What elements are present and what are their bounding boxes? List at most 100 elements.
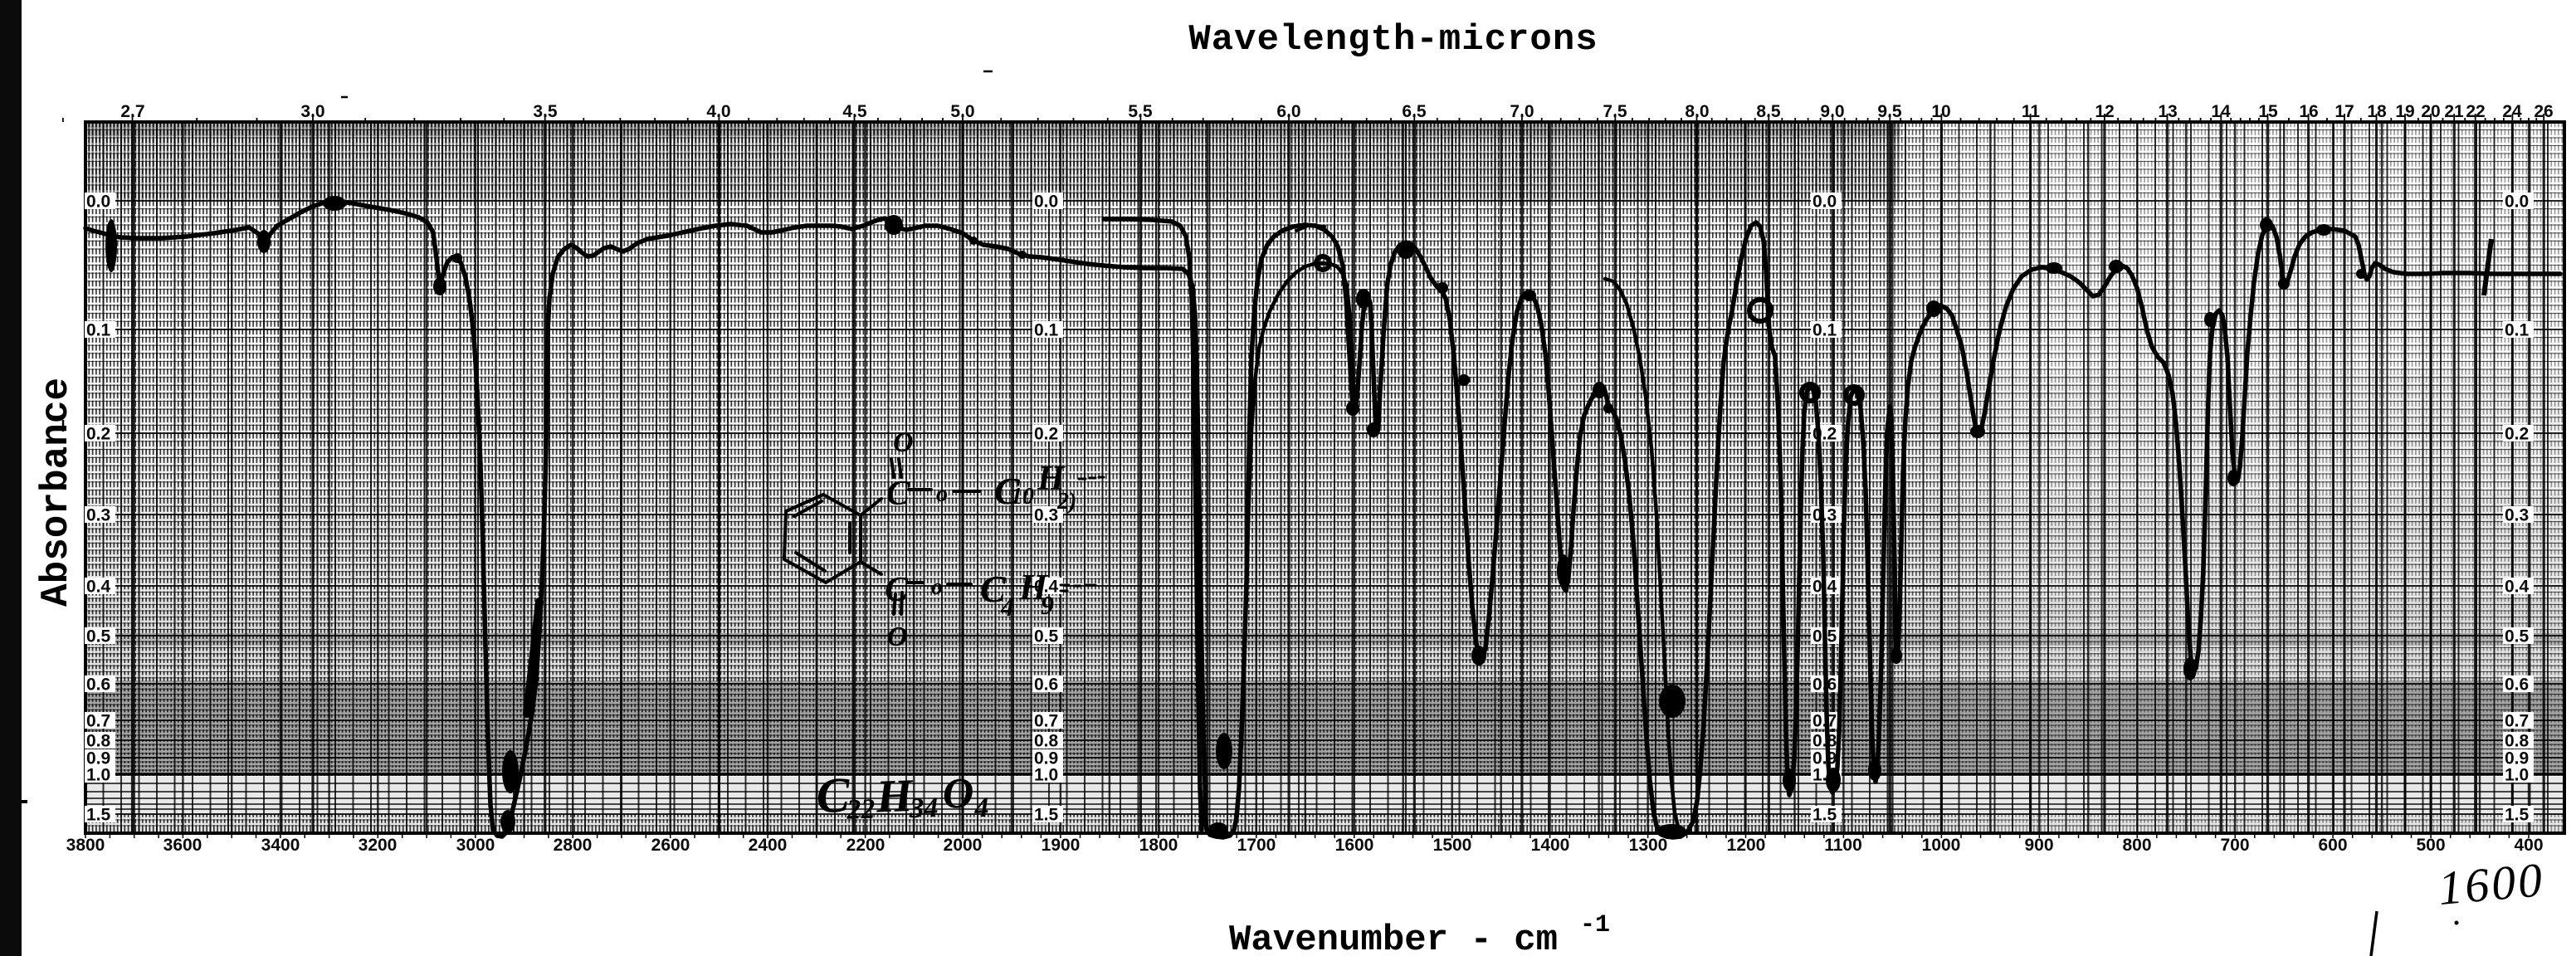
svg-text:4: 4 — [973, 793, 989, 824]
svg-text:2600: 2600 — [651, 836, 690, 855]
svg-text:600: 600 — [2318, 836, 2347, 855]
svg-text:20: 20 — [2421, 102, 2440, 121]
svg-text:19: 19 — [2395, 102, 2414, 121]
svg-text:O: O — [942, 769, 975, 817]
svg-text:o: o — [931, 574, 943, 600]
svg-text:10: 10 — [1011, 484, 1034, 510]
svg-text:3.0: 3.0 — [300, 102, 324, 121]
svg-text:900: 900 — [2024, 836, 2053, 855]
svg-text:2400: 2400 — [749, 836, 788, 855]
svg-text:-1: -1 — [1580, 911, 1610, 939]
svg-text:0.1: 0.1 — [1034, 321, 1059, 340]
svg-text:0.5: 0.5 — [2505, 627, 2530, 646]
svg-text:1.5: 1.5 — [2505, 806, 2530, 825]
svg-text:H: H — [875, 770, 915, 823]
svg-text:0.1: 0.1 — [2505, 321, 2530, 340]
svg-text:Absorbance: Absorbance — [35, 378, 78, 607]
svg-text:O: O — [887, 622, 908, 652]
svg-text:17: 17 — [2334, 102, 2354, 121]
svg-text:0.1: 0.1 — [86, 321, 111, 340]
svg-text:C: C — [886, 475, 910, 513]
svg-text:0.0: 0.0 — [2505, 193, 2529, 212]
svg-text:0.9: 0.9 — [86, 749, 110, 768]
svg-text:16: 16 — [2299, 102, 2318, 121]
svg-text:H: H — [1018, 567, 1049, 607]
svg-text:1.0: 1.0 — [1034, 766, 1058, 785]
svg-text:22: 22 — [2466, 102, 2485, 121]
svg-text:0.5: 0.5 — [86, 627, 111, 646]
svg-text:0.4: 0.4 — [1034, 578, 1059, 597]
svg-text:24: 24 — [2502, 102, 2522, 121]
svg-text:1500: 1500 — [1433, 836, 1472, 855]
svg-text:0.8: 0.8 — [1812, 732, 1837, 751]
svg-text:21: 21 — [2444, 102, 2464, 121]
svg-text:1200: 1200 — [1727, 836, 1766, 855]
svg-text:2800: 2800 — [554, 836, 593, 855]
svg-text:3.5: 3.5 — [533, 102, 558, 121]
svg-text:7.5: 7.5 — [1603, 102, 1627, 121]
svg-text:0.0: 0.0 — [1034, 193, 1058, 212]
svg-text:0.6: 0.6 — [1034, 676, 1058, 695]
svg-text:8.0: 8.0 — [1685, 102, 1709, 121]
svg-text:6.0: 6.0 — [1276, 102, 1300, 121]
svg-text:2000: 2000 — [944, 836, 983, 855]
svg-text:1000: 1000 — [1922, 836, 1961, 855]
svg-text:1600: 1600 — [2436, 852, 2546, 915]
svg-text:3800: 3800 — [66, 836, 105, 855]
svg-text:0.0: 0.0 — [1812, 193, 1837, 212]
svg-text:4.5: 4.5 — [842, 102, 867, 121]
svg-text:C: C — [980, 568, 1007, 610]
svg-text:8.5: 8.5 — [1756, 102, 1781, 121]
svg-text:0.7: 0.7 — [2505, 712, 2529, 731]
svg-text:34: 34 — [909, 793, 939, 824]
svg-text:0.7: 0.7 — [86, 712, 110, 731]
svg-text:12: 12 — [2095, 102, 2114, 121]
svg-text:3600: 3600 — [163, 836, 202, 855]
svg-text:0.2: 0.2 — [86, 425, 110, 444]
svg-text:6.5: 6.5 — [1402, 102, 1427, 121]
svg-text:7.0: 7.0 — [1510, 102, 1534, 121]
svg-text:0.6: 0.6 — [2505, 676, 2529, 695]
svg-text:4.0: 4.0 — [706, 102, 730, 121]
svg-text:0.8: 0.8 — [2505, 732, 2530, 751]
svg-text:1700: 1700 — [1237, 836, 1276, 855]
svg-text:5.5: 5.5 — [1128, 102, 1153, 121]
svg-text:1300: 1300 — [1629, 836, 1668, 855]
svg-text:1100: 1100 — [1824, 836, 1862, 855]
svg-text:1800: 1800 — [1139, 836, 1178, 855]
svg-text:26: 26 — [2534, 102, 2553, 121]
svg-text:1.5: 1.5 — [1812, 806, 1837, 825]
svg-text:3000: 3000 — [456, 836, 495, 855]
svg-text:1400: 1400 — [1531, 836, 1570, 855]
svg-text:0.7: 0.7 — [1034, 712, 1058, 731]
svg-text:3400: 3400 — [261, 836, 300, 855]
svg-text:500: 500 — [2416, 836, 2445, 855]
svg-text:O: O — [893, 427, 914, 458]
svg-text:15: 15 — [2258, 102, 2278, 121]
svg-text:0.3: 0.3 — [1812, 506, 1837, 525]
svg-text:9.5: 9.5 — [1877, 102, 1902, 121]
svg-text:Wavenumber - cm: Wavenumber - cm — [1229, 919, 1558, 956]
svg-text:0.3: 0.3 — [1034, 506, 1058, 525]
svg-text:1.0: 1.0 — [2505, 766, 2529, 785]
svg-text:0.3: 0.3 — [86, 506, 110, 525]
svg-text:5.0: 5.0 — [950, 102, 974, 121]
svg-text:0.5: 0.5 — [1034, 627, 1059, 646]
svg-text:1.0: 1.0 — [86, 766, 110, 785]
svg-text:o: o — [936, 481, 948, 507]
svg-text:1600: 1600 — [1335, 836, 1374, 855]
svg-text:0.0: 0.0 — [86, 193, 110, 212]
svg-text:700: 700 — [2220, 836, 2249, 855]
svg-text:0.4: 0.4 — [2505, 578, 2530, 597]
svg-text:1.5: 1.5 — [1034, 806, 1059, 825]
svg-text:0.9: 0.9 — [1034, 749, 1058, 768]
svg-text:1900: 1900 — [1042, 836, 1081, 855]
svg-text:0.8: 0.8 — [1034, 732, 1059, 751]
svg-text:C: C — [816, 768, 851, 823]
svg-text:0.9: 0.9 — [2505, 749, 2529, 768]
svg-text:3200: 3200 — [359, 836, 398, 855]
svg-text:4: 4 — [1000, 592, 1014, 622]
svg-text:0.1: 0.1 — [1812, 321, 1837, 340]
svg-text:2200: 2200 — [846, 836, 886, 855]
svg-text:400: 400 — [2514, 836, 2543, 855]
